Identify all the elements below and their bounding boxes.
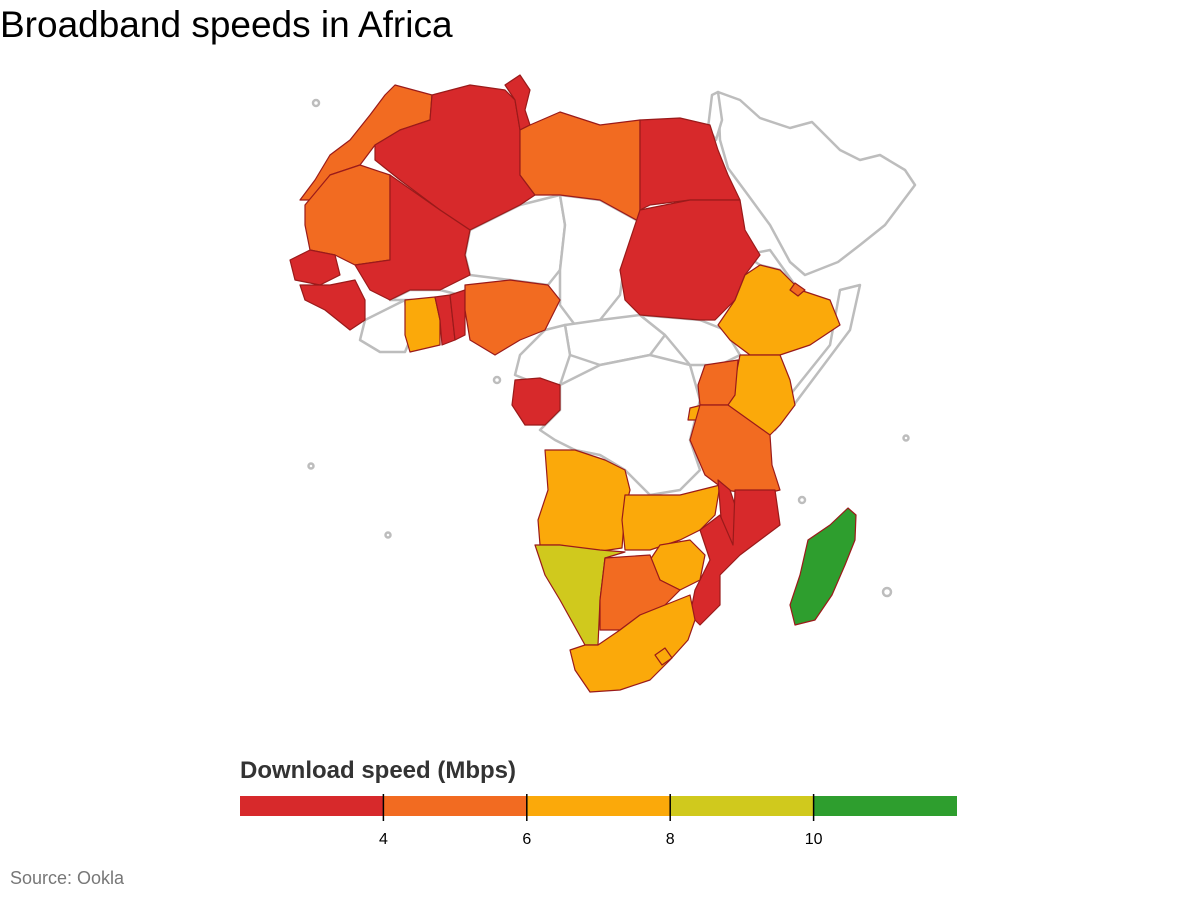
central-african-republic — [563, 313, 667, 367]
island-canaries — [311, 98, 321, 108]
country-togo-benin — [449, 289, 466, 341]
country-algeria — [374, 84, 536, 231]
legend-bin-2 — [526, 796, 671, 816]
island-saint-helena — [307, 462, 315, 470]
dr-congo — [538, 353, 702, 497]
island-seychelles — [902, 434, 910, 442]
island-mauritius — [881, 586, 893, 598]
legend-tick-label: 8 — [666, 831, 675, 848]
legend-tick-label: 6 — [522, 831, 531, 848]
cameroon — [513, 323, 572, 387]
africa-choropleth-map — [289, 74, 917, 693]
map-title: Broadband speeds in Africa — [0, 4, 453, 45]
country-tunisia — [504, 74, 531, 131]
country-sudan — [619, 199, 761, 321]
legend-bin-3 — [670, 796, 814, 816]
island-atlantic — [384, 531, 392, 539]
legend-tick-label: 10 — [805, 831, 823, 848]
country-djibouti — [789, 282, 806, 297]
country-nigeria — [464, 279, 561, 356]
country-gabon — [511, 377, 561, 426]
country-angola — [537, 449, 631, 553]
legend-tick-label: 4 — [379, 831, 388, 848]
country-mali — [354, 174, 471, 301]
legend-bin-0 — [240, 796, 384, 816]
country-egypt — [639, 117, 741, 211]
country-lesotho — [654, 647, 673, 666]
island-comoros — [797, 495, 807, 505]
country-mauritania — [304, 164, 391, 266]
legend-title: Download speed (Mbps) — [240, 757, 516, 784]
country-ghana — [434, 294, 456, 346]
arabian-peninsula — [716, 90, 917, 277]
island-sao-tome — [492, 375, 502, 385]
source-note: Source: Ookla — [10, 868, 125, 888]
country-madagascar — [789, 507, 857, 626]
south-sudan — [638, 313, 742, 367]
country-guinea — [299, 279, 366, 331]
legend-bin-1 — [383, 796, 527, 816]
country-senegal — [289, 249, 341, 286]
legend-bin-4 — [813, 796, 957, 816]
country-south-africa — [569, 594, 696, 693]
